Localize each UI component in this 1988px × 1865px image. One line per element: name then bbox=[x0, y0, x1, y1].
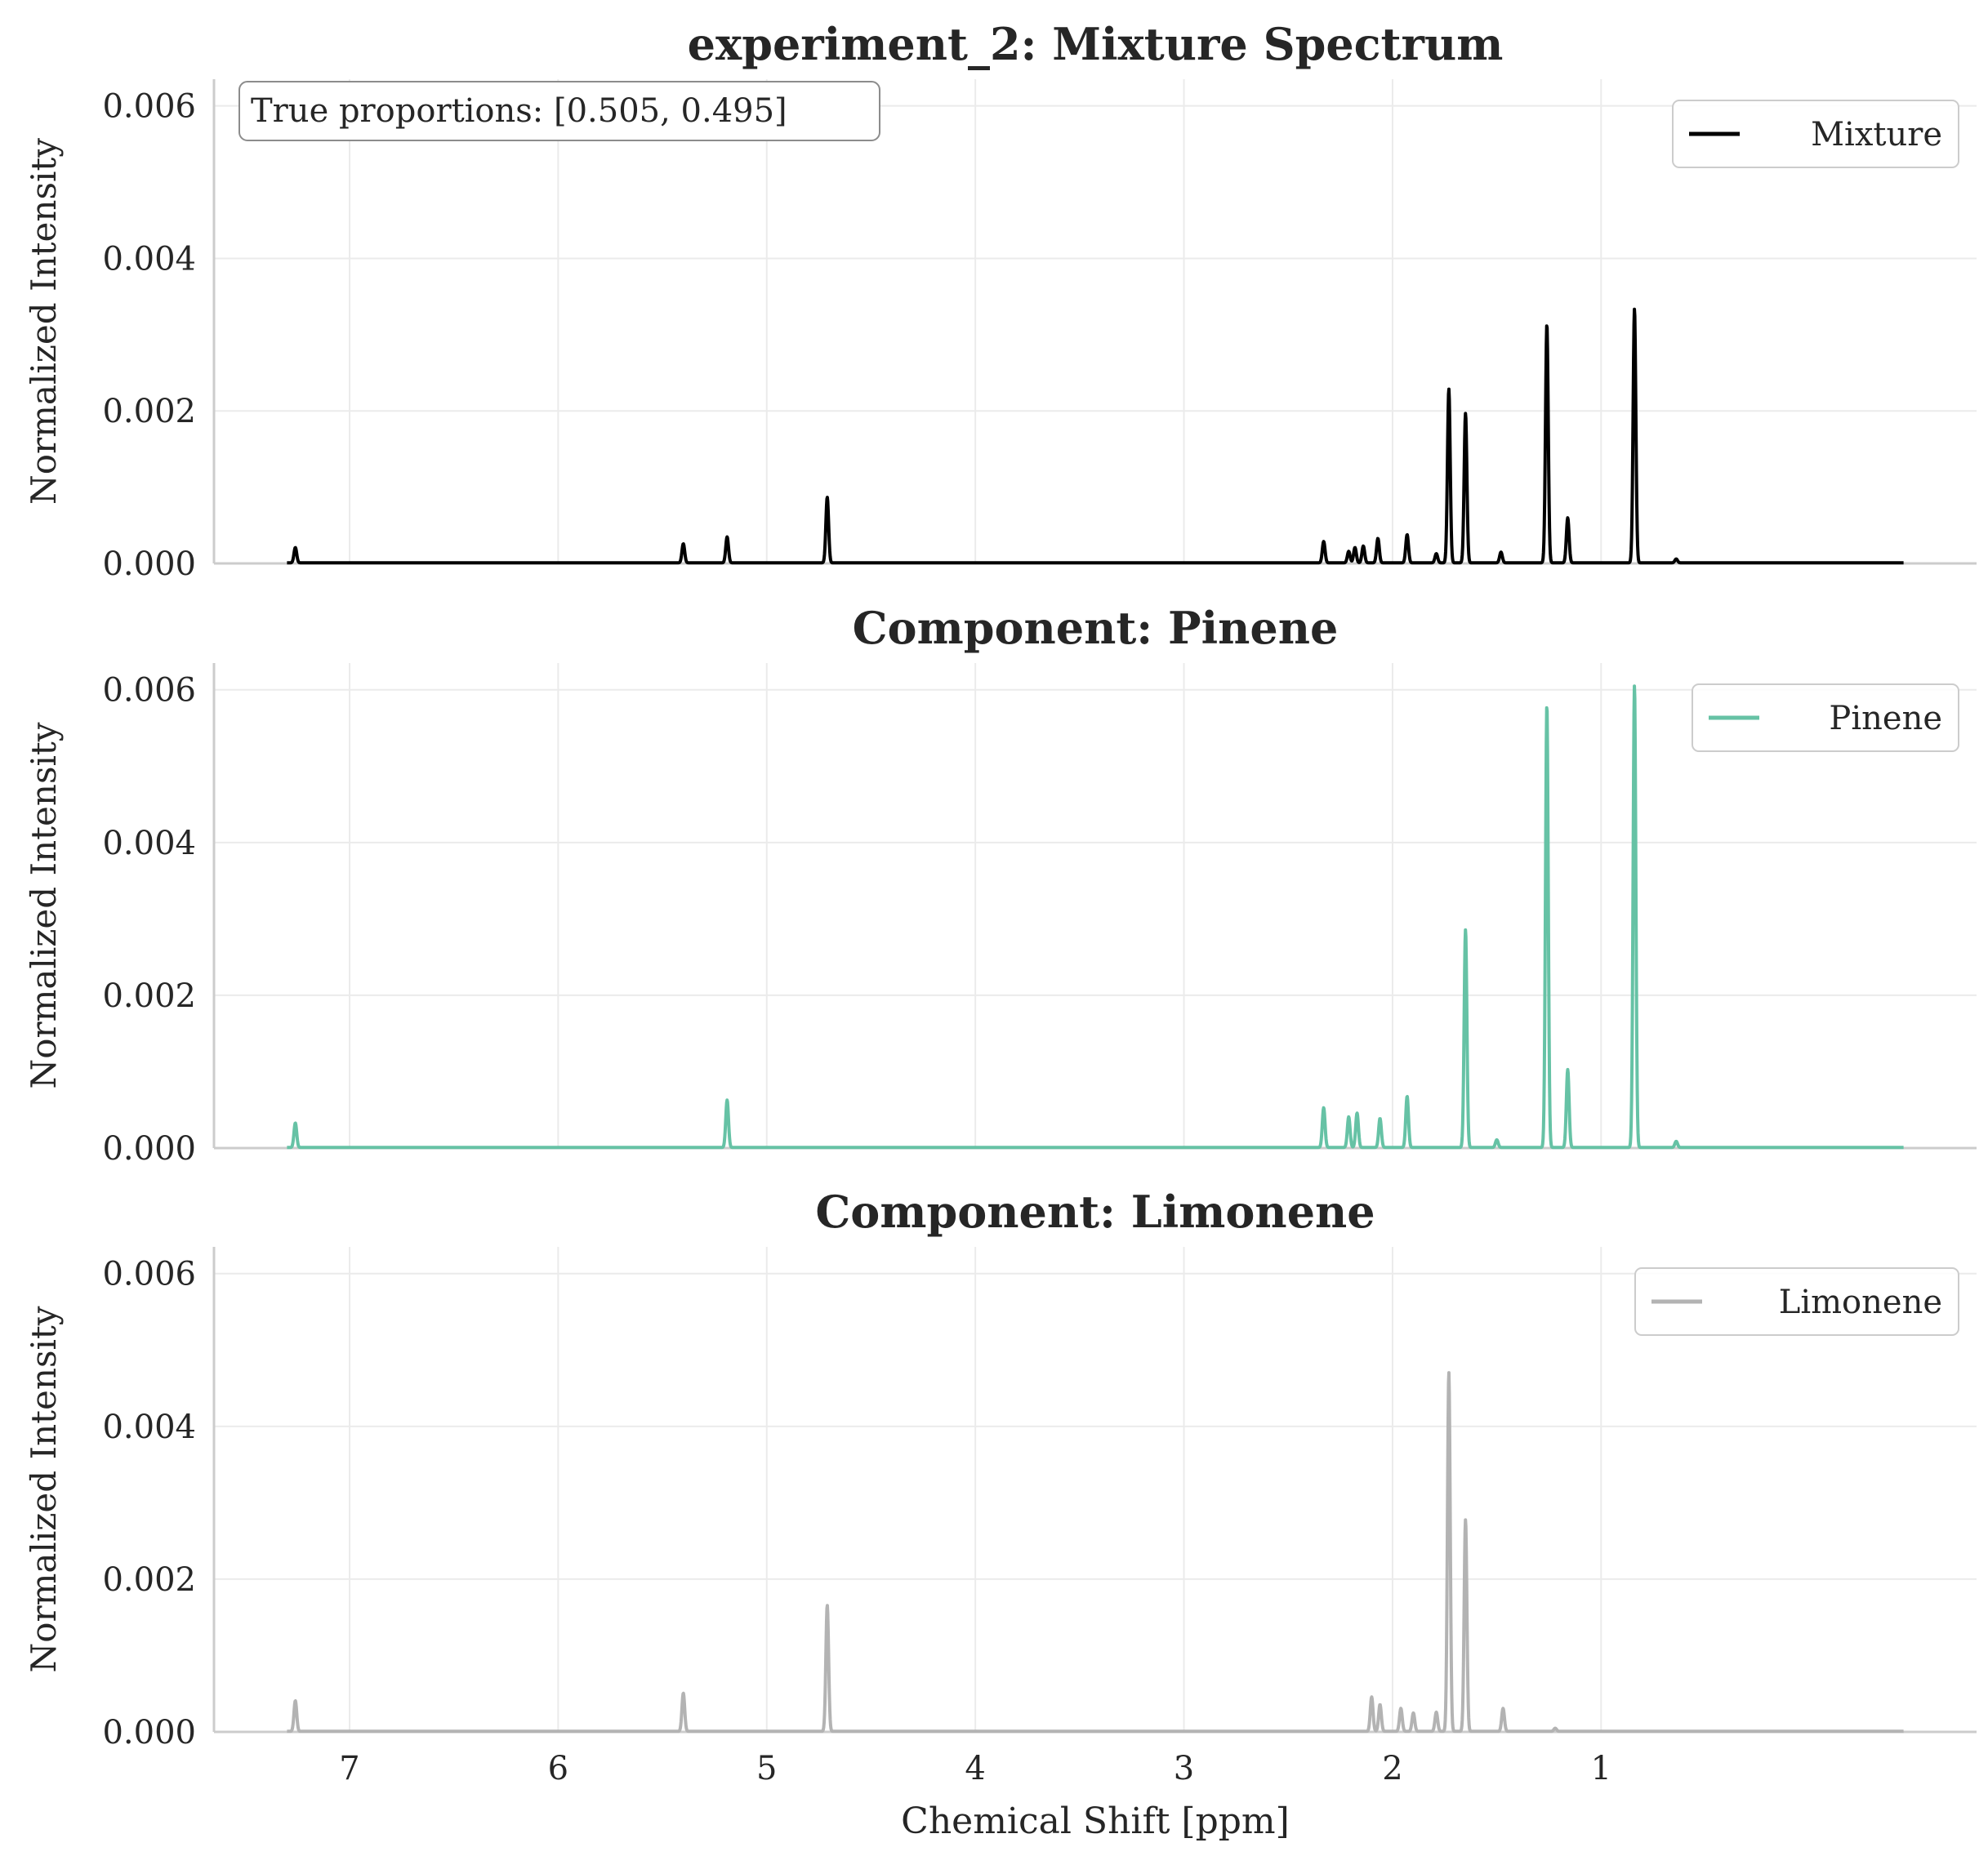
peak-point bbox=[1465, 413, 1466, 414]
peak-point bbox=[1546, 324, 1547, 325]
x-tick-label: 1 bbox=[1591, 1750, 1611, 1787]
y-tick-label: 0.002 bbox=[102, 1561, 196, 1599]
peak-point bbox=[1348, 551, 1349, 552]
x-tick-label: 3 bbox=[1174, 1750, 1194, 1787]
peak-point bbox=[1371, 1697, 1372, 1698]
legend-box bbox=[1634, 1267, 1959, 1336]
x-tick-label: 2 bbox=[1382, 1750, 1402, 1787]
y-tick-label: 0.002 bbox=[102, 977, 196, 1015]
peak-point bbox=[1676, 559, 1677, 560]
peak-point bbox=[1500, 552, 1501, 553]
legend: Pinene bbox=[1692, 683, 1959, 752]
y-tick-label: 0.006 bbox=[102, 672, 196, 710]
legend: Mixture bbox=[1672, 100, 1959, 168]
peak-point bbox=[295, 1701, 296, 1702]
peak-point bbox=[1354, 548, 1355, 549]
y-tick-label: 0.006 bbox=[102, 88, 196, 126]
peak-point bbox=[1378, 539, 1379, 540]
y-tick-label: 0.004 bbox=[102, 240, 196, 278]
peak-point bbox=[1503, 1708, 1504, 1709]
peak-point bbox=[1567, 518, 1568, 519]
peak-point bbox=[1323, 541, 1324, 542]
peak-point bbox=[295, 548, 296, 549]
legend-box bbox=[1672, 100, 1959, 168]
y-tick-label: 0.004 bbox=[102, 1409, 196, 1446]
x-tick-label: 5 bbox=[756, 1750, 777, 1787]
peak-point bbox=[727, 1101, 728, 1102]
y-axis-label: Normalized Intensity bbox=[24, 722, 64, 1088]
peak-point bbox=[1436, 1712, 1437, 1713]
chart-title: Component: Pinene bbox=[853, 602, 1339, 654]
peak-point bbox=[727, 537, 728, 538]
legend-label: Limonene bbox=[1779, 1284, 1942, 1321]
chart-panel-1: Component: Pinene 0.000 0.002 0.004 0.006 Nor… bbox=[24, 602, 1977, 1168]
y-tick-label: 0.000 bbox=[102, 1714, 196, 1751]
y-tick-label: 0.004 bbox=[102, 825, 196, 862]
chart-title: experiment_2: Mixture Spectrum bbox=[688, 18, 1504, 70]
series-line-mixture bbox=[285, 307, 1906, 565]
peak-point bbox=[1323, 1108, 1324, 1109]
peak-point bbox=[1406, 535, 1407, 536]
y-tick-label: 0.000 bbox=[102, 1130, 196, 1168]
peak-point bbox=[683, 544, 684, 545]
peak-point bbox=[1401, 1708, 1402, 1709]
legend-box bbox=[1692, 683, 1959, 752]
legend-label: Mixture bbox=[1811, 116, 1942, 154]
peak-point bbox=[1634, 309, 1635, 310]
chart-title: Component: Limonene bbox=[815, 1186, 1375, 1238]
peak-point bbox=[1363, 546, 1364, 547]
peak-point bbox=[1465, 930, 1466, 931]
chart-panel-0: experiment_2: Mixture Spectrum 0.000 0.002… bbox=[24, 18, 1977, 583]
x-axis-label: Chemical Shift [ppm] bbox=[901, 1800, 1290, 1842]
annotation: True proportions: [0.505, 0.495] bbox=[238, 81, 880, 141]
legend: Limonene bbox=[1634, 1267, 1959, 1336]
y-axis-label: Normalized Intensity bbox=[24, 1306, 64, 1672]
chart-panel-2: Component: Limonene 0.000 0.002 0.004 0.006 7… bbox=[24, 1186, 1977, 1842]
peak-point bbox=[1348, 1117, 1349, 1118]
legend-label: Pinene bbox=[1829, 700, 1942, 737]
series-line-pinene bbox=[285, 684, 1906, 1150]
x-tick-label: 7 bbox=[339, 1750, 359, 1787]
peak-point bbox=[1496, 1140, 1497, 1141]
y-tick-label: 0.006 bbox=[102, 1256, 196, 1293]
peak-point bbox=[1634, 686, 1635, 687]
y-tick-label: 0.000 bbox=[102, 545, 196, 583]
annotation-text: True proportions: [0.505, 0.495] bbox=[251, 92, 787, 130]
series-line-limonene bbox=[285, 1371, 1906, 1734]
annotation-box bbox=[238, 81, 880, 141]
peak-point bbox=[1448, 389, 1449, 390]
y-tick-label: 0.002 bbox=[102, 393, 196, 430]
x-tick-label: 4 bbox=[965, 1750, 985, 1787]
y-axis-label: Normalized Intensity bbox=[24, 138, 64, 505]
x-tick-label: 6 bbox=[548, 1750, 568, 1787]
peak-point bbox=[1413, 1713, 1414, 1714]
